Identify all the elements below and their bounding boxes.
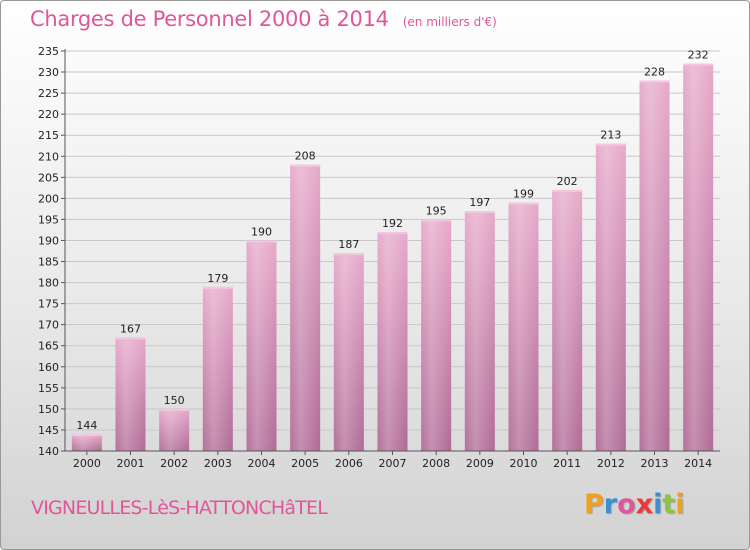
y-tick-label: 180	[38, 277, 59, 290]
bar-highlight	[464, 211, 495, 451]
bar-top-edge	[595, 143, 626, 146]
bar-value-label: 195	[426, 204, 447, 217]
commune-name: VIGNEULLES-LèS-HATTONCHâTEL	[31, 497, 328, 519]
bar-highlight	[421, 219, 452, 451]
bar-highlight	[552, 189, 583, 451]
bar-value-label: 167	[120, 322, 141, 335]
bar-value-label: 187	[338, 238, 359, 251]
bar-highlight	[290, 164, 321, 451]
bar-top-edge	[159, 408, 190, 411]
brand-letter: i	[675, 489, 685, 520]
y-tick-label: 175	[38, 298, 59, 311]
bar-highlight	[71, 434, 102, 451]
y-tick-label: 190	[38, 234, 59, 247]
bar-top-edge	[377, 232, 408, 235]
y-tick-label: 170	[38, 319, 59, 332]
bar-top-edge	[683, 63, 714, 66]
bar-value-label: 150	[164, 394, 185, 407]
brand-letter: r	[603, 489, 618, 520]
x-tick-label: 2004	[248, 457, 276, 470]
axes: 1401451501551601651701751801851901952002…	[38, 45, 720, 470]
bar-value-label: 197	[469, 196, 490, 209]
bar-highlight	[639, 80, 670, 451]
x-tick-label: 2010	[510, 457, 538, 470]
title-row: Charges de Personnel 2000 à 2014 (en mill…	[30, 7, 497, 31]
x-tick-label: 2007	[379, 457, 407, 470]
x-tick-label: 2012	[597, 457, 625, 470]
x-tick-label: 2005	[291, 457, 319, 470]
y-tick-label: 155	[38, 382, 59, 395]
bar-highlight	[115, 337, 146, 451]
y-tick-label: 230	[38, 66, 59, 79]
x-tick-label: 2000	[73, 457, 101, 470]
chart-subtitle: (en milliers d'€)	[402, 15, 497, 29]
x-tick-label: 2003	[204, 457, 232, 470]
bar-top-edge	[508, 202, 539, 205]
y-tick-label: 150	[38, 403, 59, 416]
bar-top-edge	[290, 164, 321, 167]
bar-top-edge	[246, 240, 277, 243]
y-tick-label: 195	[38, 213, 59, 226]
y-tick-label: 200	[38, 192, 59, 205]
bar-top-edge	[202, 286, 233, 289]
bar-top-edge	[71, 434, 102, 437]
bar-value-label: 192	[382, 217, 403, 230]
x-tick-label: 2001	[117, 457, 145, 470]
x-tick-label: 2008	[422, 457, 450, 470]
bar-top-edge	[115, 337, 146, 340]
bar-value-label: 190	[251, 225, 272, 238]
brand-letter: i	[653, 489, 663, 520]
y-tick-label: 140	[38, 445, 59, 458]
bar-highlight	[246, 240, 277, 451]
brand-letter: P	[584, 489, 604, 520]
bar-value-label: 228	[644, 65, 665, 78]
bar-top-edge	[464, 211, 495, 213]
bar-top-edge	[552, 189, 583, 192]
y-tick-label: 160	[38, 361, 59, 374]
y-tick-label: 210	[38, 150, 59, 163]
y-tick-label: 215	[38, 129, 59, 142]
bars: 144 167 150 179 190 208 187 192 195 197 199 202 213 2…	[71, 49, 714, 451]
bar-value-label: 202	[557, 175, 578, 188]
bar-value-label: 232	[688, 49, 709, 62]
x-tick-label: 2009	[466, 457, 494, 470]
bar-highlight	[333, 253, 364, 451]
bar-value-label: 144	[76, 419, 97, 432]
bar-top-edge	[639, 80, 670, 83]
bar-value-label: 208	[295, 150, 316, 163]
x-tick-label: 2014	[684, 457, 712, 470]
y-tick-label: 220	[38, 108, 59, 121]
bar-value-label: 199	[513, 188, 534, 201]
x-tick-label: 2002	[160, 457, 188, 470]
brand-letter: t	[662, 489, 676, 520]
proxiti-logo: Proxiti	[584, 489, 685, 520]
y-tick-label: 165	[38, 340, 59, 353]
bar-highlight	[508, 202, 539, 451]
bar-highlight	[159, 408, 190, 451]
y-tick-label: 185	[38, 256, 59, 269]
chart-title: Charges de Personnel 2000 à 2014	[30, 7, 389, 31]
bar-value-label: 179	[207, 272, 228, 285]
y-tick-label: 205	[38, 171, 59, 184]
y-tick-label: 225	[38, 87, 59, 100]
bar-highlight	[683, 63, 714, 451]
brand-letter: x	[635, 489, 654, 520]
x-tick-label: 2013	[641, 457, 669, 470]
bar-top-edge	[333, 253, 364, 256]
x-tick-label: 2006	[335, 457, 363, 470]
bar-top-edge	[421, 219, 452, 222]
bar-highlight	[202, 286, 233, 451]
bar-highlight	[377, 232, 408, 451]
bar-value-label: 213	[600, 129, 621, 142]
x-tick-label: 2011	[553, 457, 581, 470]
y-tick-label: 235	[38, 45, 59, 58]
bar-highlight	[595, 143, 626, 451]
y-tick-label: 145	[38, 424, 59, 437]
brand-letter: o	[617, 489, 636, 520]
